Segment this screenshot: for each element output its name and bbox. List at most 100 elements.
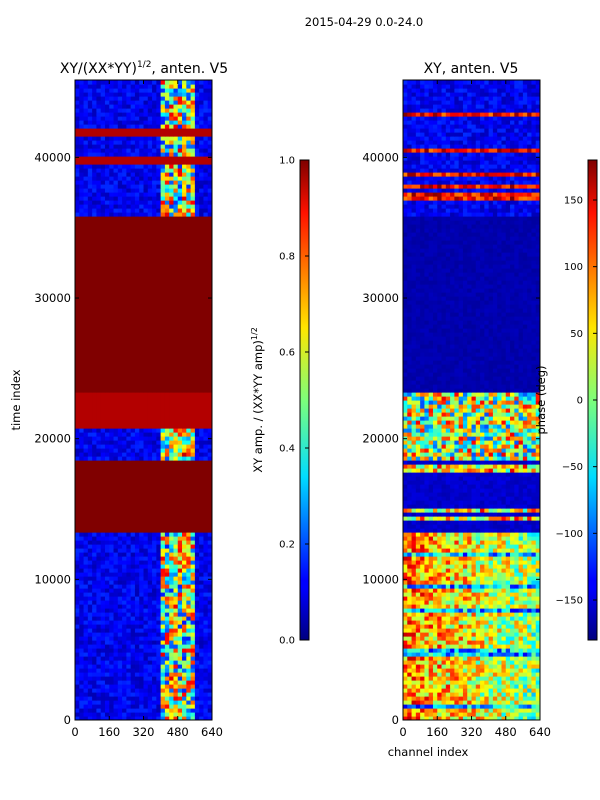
heatmap-cell bbox=[177, 500, 183, 505]
heatmap-cell bbox=[134, 176, 140, 181]
heatmap-cell bbox=[177, 412, 183, 417]
heatmap-cell bbox=[113, 608, 119, 613]
heatmap-cell bbox=[130, 100, 136, 105]
heatmap-cell bbox=[79, 564, 85, 569]
heatmap-cell bbox=[75, 412, 80, 417]
heatmap-cell bbox=[96, 164, 102, 169]
heatmap-cell bbox=[199, 356, 205, 361]
heatmap-cell bbox=[79, 268, 85, 273]
heatmap-cell bbox=[109, 380, 115, 385]
heatmap-cell bbox=[104, 676, 110, 681]
heatmap-cell bbox=[169, 600, 175, 605]
heatmap-cell bbox=[100, 408, 106, 413]
heatmap-cell bbox=[156, 400, 162, 405]
heatmap-cell bbox=[160, 356, 166, 361]
heatmap-cell bbox=[83, 236, 89, 241]
heatmap-cell bbox=[177, 520, 183, 525]
heatmap-cell bbox=[143, 248, 149, 253]
heatmap-cell bbox=[156, 356, 162, 361]
heatmap-cell bbox=[203, 644, 209, 649]
heatmap-cell bbox=[177, 448, 183, 453]
heatmap-cell bbox=[160, 372, 166, 377]
heatmap-cell bbox=[79, 480, 85, 485]
heatmap-cell bbox=[207, 464, 212, 469]
heatmap-cell bbox=[207, 364, 212, 369]
heatmap-cell bbox=[122, 604, 127, 609]
heatmap-cell bbox=[96, 268, 102, 273]
heatmap-cell bbox=[173, 588, 179, 593]
heatmap-cell bbox=[177, 424, 183, 429]
heatmap-cell bbox=[160, 608, 166, 613]
heatmap-cell bbox=[186, 116, 192, 121]
heatmap-cell bbox=[100, 304, 106, 309]
heatmap-cell bbox=[173, 696, 179, 701]
heatmap-cell bbox=[199, 512, 205, 517]
heatmap-cell bbox=[87, 156, 93, 161]
heatmap-cell bbox=[147, 712, 153, 717]
heatmap-cell bbox=[75, 588, 80, 593]
heatmap-cell bbox=[104, 440, 110, 445]
heatmap-cell bbox=[87, 676, 93, 681]
heatmap-cell bbox=[156, 348, 162, 353]
heatmap-cell bbox=[203, 360, 209, 365]
heatmap-cell bbox=[130, 440, 136, 445]
heatmap-cell bbox=[83, 408, 89, 413]
chart-amplitude-ratio: XY/(XX*YY)1/2, anten. V5 0 160 320 480 64001… bbox=[9, 60, 310, 739]
heatmap-cell bbox=[173, 616, 179, 621]
heatmap-cell bbox=[87, 136, 93, 141]
heatmap-cell bbox=[164, 676, 170, 681]
heatmap-cell bbox=[169, 500, 175, 505]
heatmap-cell bbox=[139, 352, 145, 357]
heatmap-cell bbox=[207, 100, 212, 105]
heatmap-cell bbox=[207, 180, 212, 185]
heatmap-cell bbox=[160, 568, 166, 573]
heatmap-cell bbox=[83, 280, 89, 285]
heatmap-cell bbox=[186, 508, 192, 513]
heatmap-cell bbox=[160, 440, 166, 445]
heatmap-cell bbox=[126, 356, 132, 361]
heatmap-cell bbox=[126, 136, 132, 141]
heatmap-cell bbox=[169, 468, 175, 473]
heatmap-cell bbox=[122, 232, 127, 237]
heatmap-cell bbox=[169, 392, 175, 397]
heatmap-cell bbox=[113, 688, 119, 693]
heatmap-cell bbox=[113, 492, 119, 497]
heatmap-cell bbox=[117, 588, 123, 593]
heatmap-cell bbox=[79, 520, 85, 525]
heatmap-cell bbox=[134, 416, 140, 421]
heatmap-cell bbox=[199, 148, 205, 153]
heatmap-cell bbox=[113, 716, 119, 720]
heatmap-cell bbox=[169, 644, 175, 649]
heatmap-cell bbox=[190, 152, 196, 157]
heatmap-cell bbox=[122, 552, 127, 557]
heatmap-cell bbox=[134, 196, 140, 201]
heatmap-cell bbox=[203, 444, 209, 449]
heatmap-cell bbox=[126, 164, 132, 169]
heatmap-cell bbox=[160, 224, 166, 229]
heatmap-cell bbox=[207, 356, 212, 361]
heatmap-cell bbox=[143, 144, 149, 149]
heatmap-cell bbox=[190, 668, 196, 673]
heatmap-cell bbox=[117, 368, 123, 373]
heatmap-cell bbox=[182, 348, 187, 353]
heatmap-cell bbox=[92, 636, 98, 641]
heatmap-cell bbox=[79, 336, 85, 341]
heatmap-cell bbox=[169, 340, 175, 345]
heatmap-cell bbox=[92, 196, 98, 201]
heatmap-cell bbox=[139, 180, 145, 185]
heatmap-cell bbox=[83, 448, 89, 453]
heatmap-cell bbox=[92, 632, 98, 637]
heatmap-cell bbox=[156, 308, 162, 313]
heatmap-cell bbox=[75, 464, 80, 469]
heatmap-cell bbox=[130, 608, 136, 613]
heatmap-cell bbox=[104, 272, 110, 277]
heatmap-cell bbox=[92, 176, 98, 181]
heatmap-cell bbox=[117, 132, 123, 137]
heatmap-cell bbox=[203, 324, 209, 329]
heatmap-cell bbox=[122, 460, 127, 465]
heatmap-cell bbox=[160, 280, 166, 285]
heatmap-cell bbox=[143, 168, 149, 173]
heatmap-cell bbox=[182, 296, 187, 301]
heatmap-cell bbox=[152, 584, 157, 589]
heatmap-cell bbox=[109, 336, 115, 341]
